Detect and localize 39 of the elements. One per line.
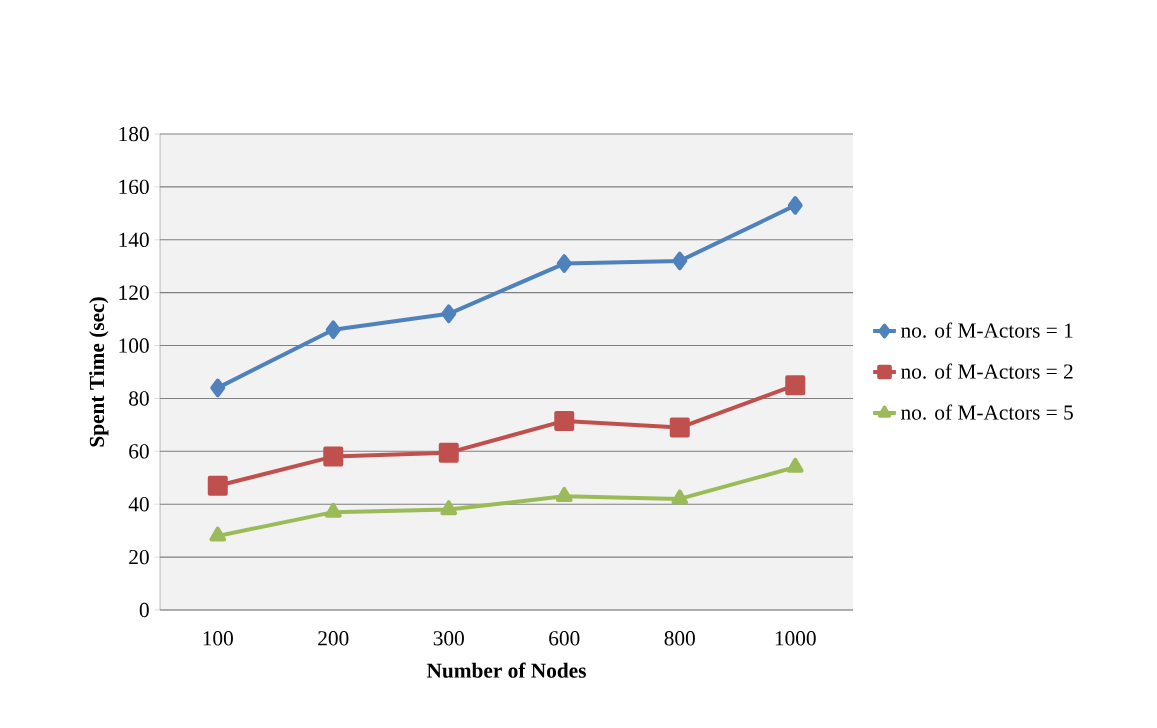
y-tick-label: 80 [129,391,149,406]
y-tick-label: 140 [119,232,149,247]
y-tick-label: 120 [119,285,149,300]
point [440,500,458,516]
x-tick-label: 200 [318,631,349,646]
point [554,410,575,431]
y-tick-label: 180 [119,126,149,142]
y-tick-label: 0 [139,602,149,618]
point [207,475,228,496]
x-tick-label: 100 [203,631,233,646]
x-tick-label: 300 [433,631,464,646]
point [323,446,344,467]
point [324,502,342,518]
legend-label: no. of M-Actors = 1 [901,322,1073,338]
x-tick-label: 1000 [775,631,816,646]
point [672,251,688,271]
x-tick-label: 600 [549,631,580,646]
y-tick-label: 20 [129,549,149,565]
y-tick-label: 60 [129,444,149,459]
point [787,196,803,215]
point [669,417,690,438]
point [555,486,573,502]
point [209,526,227,542]
point [441,304,457,324]
legend-label: no. of M-Actors = 5 [901,404,1073,420]
point [786,457,804,473]
point [556,254,572,273]
point [785,375,806,396]
point [210,378,226,398]
y-tick-label: 40 [128,497,149,512]
x-axis-title: Number of Nodes [426,662,586,678]
point [325,320,341,340]
y-tick-label: 160 [119,179,149,195]
point [438,442,459,463]
point [671,489,689,505]
x-tick-label: 800 [664,631,695,646]
legend-label: no. of M-Actors = 2 [901,363,1073,379]
y-tick-label: 100 [119,338,149,353]
y-axis-title: Spent Time (sec) [89,297,109,447]
